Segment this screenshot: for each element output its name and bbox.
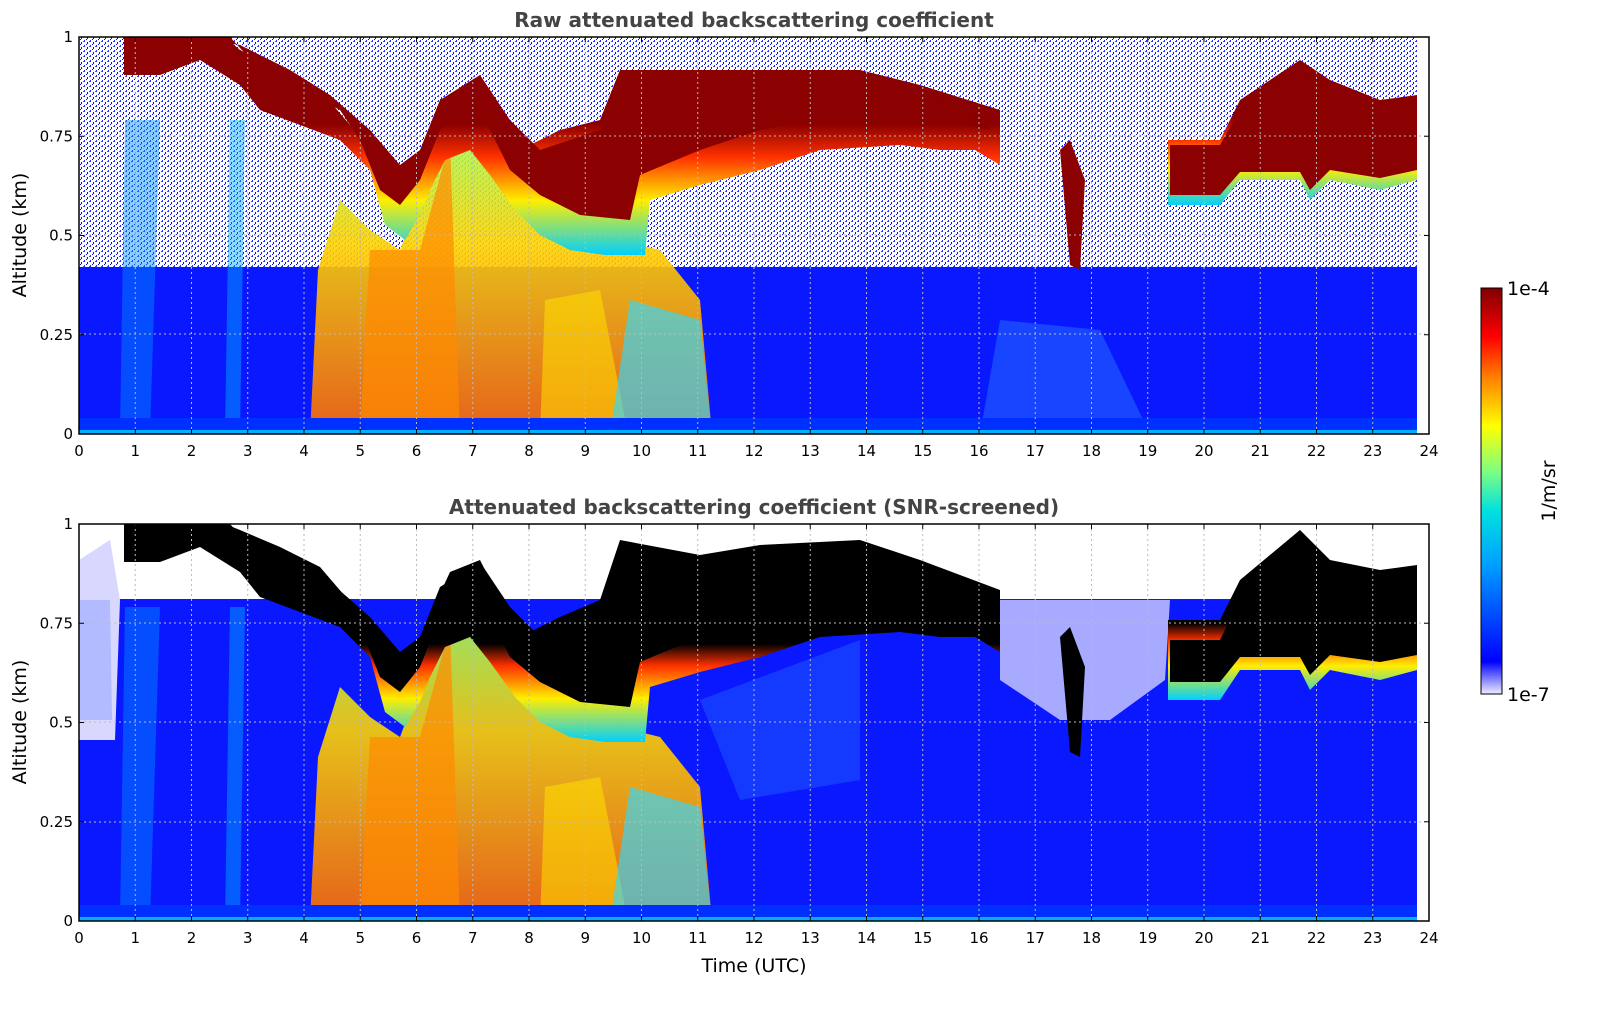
x-tick-label-screened: 15 [913,929,932,947]
x-tick-label-raw: 20 [1194,442,1213,460]
x-tick-label-raw: 17 [1026,442,1045,460]
x-tick-label-raw: 7 [468,442,478,460]
x-tick-label-screened: 13 [801,929,820,947]
x-tick-label-screened: 11 [688,929,707,947]
y-axis-label-raw: Altitude (km) [9,173,31,298]
x-tick-label-screened: 17 [1026,929,1045,947]
x-tick-label-screened: 22 [1307,929,1326,947]
x-tick-label-screened: 4 [299,929,309,947]
y-tick-label-screened: 1 [63,515,73,533]
y-tick-label-screened: 0.25 [40,813,73,831]
y-tick-label-raw: 0 [63,425,73,443]
colorbar-min-label: 1e-7 [1507,684,1550,706]
x-tick-label-screened: 0 [74,929,84,947]
x-axis-raw: 0 1 2 3 4 5 6 7 8 9 10 11 12 13 14 15 16 17 18 19 20 21 22 23 24 [74,37,1439,460]
x-tick-label-raw: 19 [1138,442,1157,460]
y-tick-label-raw: 0.5 [49,227,73,245]
x-tick-label-raw: 10 [632,442,651,460]
x-axis-screened: 0 1 2 3 4 5 6 7 8 9 10 11 12 13 14 15 16 17 18 19 20 21 22 23 24 [74,524,1439,947]
y-tick-label-screened: 0.5 [49,714,73,732]
x-tick-label-raw: 6 [412,442,422,460]
x-tick-label-raw: 2 [187,442,197,460]
x-tick-label-raw: 13 [801,442,820,460]
x-tick-label-raw: 0 [74,442,84,460]
x-tick-label-screened: 12 [744,929,763,947]
y-tick-label-raw: 0.25 [40,326,73,344]
x-tick-label-screened: 8 [524,929,534,947]
x-tick-label-raw: 22 [1307,442,1326,460]
x-tick-label-raw: 12 [744,442,763,460]
x-tick-label-screened: 5 [355,929,365,947]
x-tick-label-raw: 3 [243,442,253,460]
y-tick-label-screened: 0 [63,912,73,930]
x-tick-label-raw: 9 [580,442,590,460]
x-tick-label-screened: 21 [1251,929,1270,947]
x-tick-label-screened: 2 [187,929,197,947]
x-tick-label-raw: 21 [1251,442,1270,460]
colorbar-unit-label: 1/m/sr [1538,460,1560,521]
x-tick-label-raw: 18 [1082,442,1101,460]
heatmap-raw [79,37,1429,434]
grid-screened [79,524,1429,921]
panel-raw: Raw attenuated backscattering coefficien… [9,8,1439,460]
y-tick-label-screened: 0.75 [40,614,73,632]
panel-screened-title: Attenuated backscattering coefficient (S… [449,495,1059,519]
x-tick-label-screened: 9 [580,929,590,947]
x-tick-label-screened: 1 [130,929,140,947]
x-tick-label-screened: 10 [632,929,651,947]
x-tick-label-screened: 6 [412,929,422,947]
colorbar-gradient [1480,287,1503,695]
x-tick-label-raw: 1 [130,442,140,460]
grid-raw [79,37,1429,434]
x-tick-label-raw: 8 [524,442,534,460]
y-axis-raw: 0 0.25 0.5 0.75 1 [40,28,1429,443]
panel-screened: Attenuated backscattering coefficient (S… [9,495,1439,977]
y-tick-label-raw: 0.75 [40,127,73,145]
colorbar: 1e-4 1e-7 1/m/sr [1480,278,1560,706]
panel-raw-title: Raw attenuated backscattering coefficien… [514,8,994,32]
x-tick-label-screened: 14 [857,929,876,947]
x-tick-label-raw: 14 [857,442,876,460]
x-tick-label-raw: 11 [688,442,707,460]
x-tick-label-screened: 16 [969,929,988,947]
heatmap-screened [79,524,1429,921]
x-tick-label-screened: 3 [243,929,253,947]
y-tick-label-raw: 1 [63,28,73,46]
x-tick-label-raw: 5 [355,442,365,460]
x-tick-label-raw: 4 [299,442,309,460]
x-tick-label-screened: 24 [1419,929,1438,947]
x-tick-label-raw: 16 [969,442,988,460]
x-tick-label-screened: 7 [468,929,478,947]
x-tick-label-screened: 18 [1082,929,1101,947]
x-tick-label-raw: 23 [1363,442,1382,460]
x-tick-label-raw: 24 [1419,442,1438,460]
x-tick-label-screened: 19 [1138,929,1157,947]
x-axis-label: Time (UTC) [700,955,806,977]
x-tick-label-raw: 15 [913,442,932,460]
y-axis-label-screened: Altitude (km) [9,660,31,785]
y-axis-screened: 0 0.25 0.5 0.75 1 [40,515,1429,930]
x-tick-label-screened: 20 [1194,929,1213,947]
x-tick-label-screened: 23 [1363,929,1382,947]
colorbar-max-label: 1e-4 [1507,278,1550,300]
